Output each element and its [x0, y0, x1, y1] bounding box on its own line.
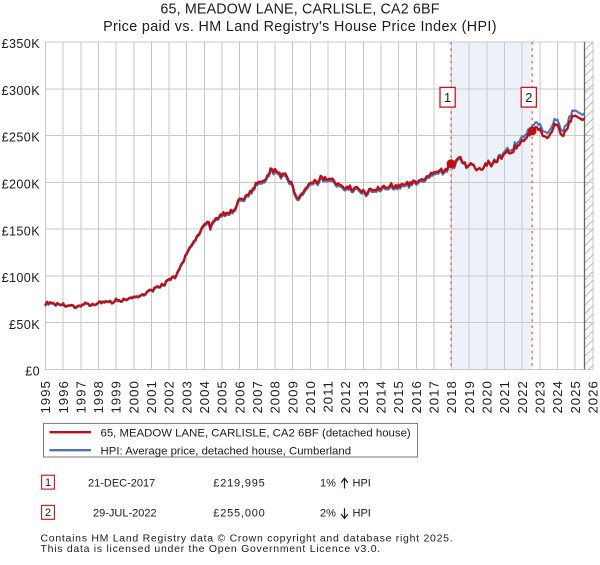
svg-text:£100K: £100K [2, 271, 41, 285]
svg-text:21-DEC-2017: 21-DEC-2017 [88, 478, 155, 490]
svg-text:£350K: £350K [2, 37, 41, 51]
svg-text:2018: 2018 [444, 380, 459, 413]
svg-text:65, MEADOW LANE, CARLISLE, CA2: 65, MEADOW LANE, CARLISLE, CA2 6BF (deta… [101, 428, 411, 440]
svg-text:2025: 2025 [568, 380, 583, 413]
svg-text:£200K: £200K [2, 178, 41, 192]
svg-text:Price paid vs. HM Land Registr: Price paid vs. HM Land Registry's House … [103, 19, 497, 35]
svg-text:2021: 2021 [497, 380, 512, 413]
svg-text:2026: 2026 [585, 380, 600, 413]
svg-text:2000: 2000 [126, 380, 141, 413]
svg-text:2019: 2019 [462, 380, 477, 413]
svg-text:1998: 1998 [91, 380, 106, 413]
svg-text:2005: 2005 [215, 380, 230, 413]
svg-text:2%: 2% [320, 508, 336, 520]
svg-text:2002: 2002 [162, 380, 177, 413]
svg-text:2001: 2001 [144, 380, 159, 413]
svg-text:£300K: £300K [2, 84, 41, 98]
svg-text:£50K: £50K [9, 318, 40, 332]
svg-text:2: 2 [525, 90, 532, 105]
svg-text:2016: 2016 [409, 380, 424, 413]
svg-text:2008: 2008 [268, 380, 283, 413]
svg-text:2012: 2012 [338, 380, 353, 413]
svg-text:1995: 1995 [38, 380, 53, 413]
svg-text:65, MEADOW LANE, CARLISLE, CA2: 65, MEADOW LANE, CARLISLE, CA2 6BF [160, 2, 439, 18]
svg-text:2014: 2014 [374, 380, 389, 413]
svg-text:2020: 2020 [480, 380, 495, 413]
svg-text:2004: 2004 [197, 380, 212, 413]
svg-text:2010: 2010 [303, 380, 318, 413]
svg-text:£255,000: £255,000 [213, 508, 265, 520]
svg-text:1: 1 [45, 477, 51, 489]
svg-text:2013: 2013 [356, 380, 371, 413]
svg-text:2024: 2024 [550, 380, 565, 413]
svg-text:£0: £0 [25, 365, 40, 379]
svg-text:29-JUL-2022: 29-JUL-2022 [93, 508, 157, 520]
svg-text:1: 1 [444, 90, 451, 105]
svg-text:2023: 2023 [532, 380, 547, 413]
svg-text:2017: 2017 [427, 380, 442, 413]
svg-text:HPI: Average price, detached h: HPI: Average price, detached house, Cumb… [101, 445, 352, 457]
svg-text:2: 2 [45, 507, 51, 519]
svg-text:HPI: HPI [353, 478, 371, 490]
svg-text:HPI: HPI [353, 508, 371, 520]
svg-text:2009: 2009 [285, 380, 300, 413]
svg-text:1997: 1997 [73, 380, 88, 413]
svg-text:1999: 1999 [109, 380, 124, 413]
svg-text:1%: 1% [320, 478, 336, 490]
svg-text:£250K: £250K [2, 131, 41, 145]
svg-text:2007: 2007 [250, 380, 265, 413]
svg-text:1996: 1996 [56, 380, 71, 413]
svg-text:2022: 2022 [515, 380, 530, 413]
svg-text:This data is licensed under th: This data is licensed under the Open Gov… [41, 543, 381, 555]
svg-text:Contains HM Land Registry data: Contains HM Land Registry data © Crown c… [41, 533, 454, 545]
svg-text:£219,995: £219,995 [213, 478, 265, 490]
svg-text:2006: 2006 [232, 380, 247, 413]
svg-text:2011: 2011 [321, 380, 336, 412]
svg-text:2015: 2015 [391, 380, 406, 413]
svg-text:£150K: £150K [2, 224, 41, 238]
svg-text:2003: 2003 [179, 380, 194, 413]
